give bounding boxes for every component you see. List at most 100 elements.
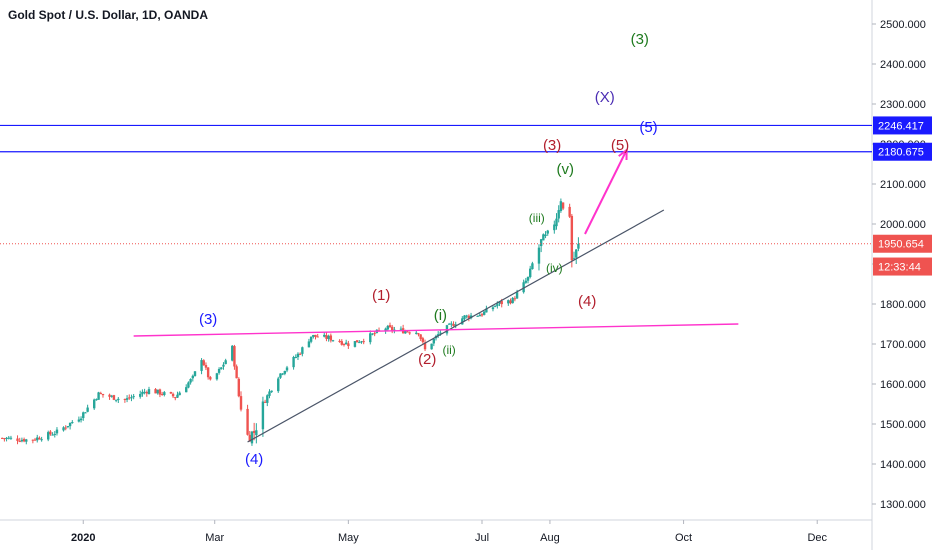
x-tick-label: May xyxy=(338,532,359,544)
candle-body xyxy=(544,234,547,237)
candle-body xyxy=(108,394,111,397)
candle-body xyxy=(224,360,227,365)
level-price-tag: 2180.675 xyxy=(878,147,924,159)
wave-label: (5) xyxy=(639,119,657,136)
candle-body xyxy=(327,335,330,340)
candle-body xyxy=(463,315,466,319)
candle-body xyxy=(84,412,87,414)
resistance-line xyxy=(133,323,739,337)
candle-body xyxy=(31,439,35,441)
candle-body xyxy=(447,323,451,325)
candle-body xyxy=(0,437,4,439)
candle-body xyxy=(143,391,146,393)
candle-body xyxy=(340,341,343,345)
candle-body xyxy=(390,326,394,331)
level-price-tag-bg xyxy=(873,142,932,161)
candle-body xyxy=(217,368,221,373)
candle-body xyxy=(200,360,203,371)
candle-body xyxy=(22,439,26,442)
candle-body xyxy=(71,422,74,424)
candle-body xyxy=(20,439,24,442)
candle-body xyxy=(338,340,341,343)
candle-body xyxy=(478,314,482,317)
wave-label: (iii) xyxy=(529,211,545,225)
candle-body xyxy=(246,408,249,435)
candle-body xyxy=(114,399,118,401)
candle-body xyxy=(285,367,289,371)
candle-body xyxy=(16,438,19,441)
x-tick-label: Jul xyxy=(475,532,489,544)
countdown-tag: 12:33:44 xyxy=(878,262,921,274)
y-tick-label: 1300.000 xyxy=(880,499,926,511)
candle-body xyxy=(555,218,558,227)
candle-body xyxy=(353,341,357,347)
candle-body xyxy=(572,258,576,260)
x-tick-label: Dec xyxy=(807,532,827,544)
candle-body xyxy=(491,307,495,310)
candle-body xyxy=(66,426,70,428)
candle-body xyxy=(513,298,517,300)
candle-body xyxy=(430,343,433,350)
candle-body xyxy=(178,392,181,396)
candle-body xyxy=(358,342,361,344)
candle-body xyxy=(233,346,236,367)
candle-body xyxy=(156,389,159,394)
candle-body xyxy=(191,375,195,379)
candle-body xyxy=(388,325,392,328)
candle-body xyxy=(292,357,295,368)
candle-body xyxy=(99,393,102,395)
candle-body xyxy=(522,282,525,293)
candle-body xyxy=(279,373,282,378)
wave-label: (3) xyxy=(631,31,649,48)
candle-body xyxy=(206,367,210,378)
wave-label: (5) xyxy=(611,137,629,154)
candle-body xyxy=(362,341,365,343)
candle-body xyxy=(40,439,43,441)
candle-body xyxy=(314,334,317,337)
candle-body xyxy=(417,333,420,335)
candle-body xyxy=(423,342,427,350)
candle-body xyxy=(158,389,162,395)
candle-body xyxy=(64,427,67,429)
candle-body xyxy=(331,340,335,342)
candle-body xyxy=(539,239,543,247)
candle-body xyxy=(110,395,113,397)
x-tick-label: Oct xyxy=(675,532,692,544)
candle-body xyxy=(553,224,556,231)
candle-body xyxy=(568,206,571,217)
x-tick-label: Mar xyxy=(205,532,224,544)
candle-body xyxy=(432,338,436,344)
candle-body xyxy=(559,201,563,212)
candle-body xyxy=(373,333,376,335)
y-tick-label: 2500.000 xyxy=(880,19,926,31)
countdown-tag-bg xyxy=(873,257,932,276)
candle-body xyxy=(515,292,519,299)
level-price-tag: 2246.417 xyxy=(878,120,924,132)
candle-body xyxy=(95,399,98,401)
projection-arrow-head xyxy=(618,147,628,161)
candle-body xyxy=(171,393,175,397)
candle-body xyxy=(316,336,319,338)
candle-body xyxy=(145,392,148,394)
candle-body xyxy=(53,433,56,435)
candle-body xyxy=(7,437,10,439)
candle-body xyxy=(415,332,418,334)
candle-body xyxy=(266,395,269,403)
candle-body xyxy=(369,333,372,343)
candle-body xyxy=(9,437,13,439)
candle-body xyxy=(570,215,574,261)
candles-group xyxy=(0,198,580,446)
candle-body xyxy=(25,439,28,442)
candle-body xyxy=(147,389,151,395)
candle-body xyxy=(154,389,157,394)
candle-body xyxy=(261,401,265,430)
candle-body xyxy=(360,341,363,343)
wave-label: (3) xyxy=(543,137,561,154)
y-tick-label: 2400.000 xyxy=(880,59,926,71)
candle-body xyxy=(3,438,6,440)
candle-body xyxy=(209,377,212,380)
candle-body xyxy=(485,308,488,313)
candle-body xyxy=(342,344,346,346)
